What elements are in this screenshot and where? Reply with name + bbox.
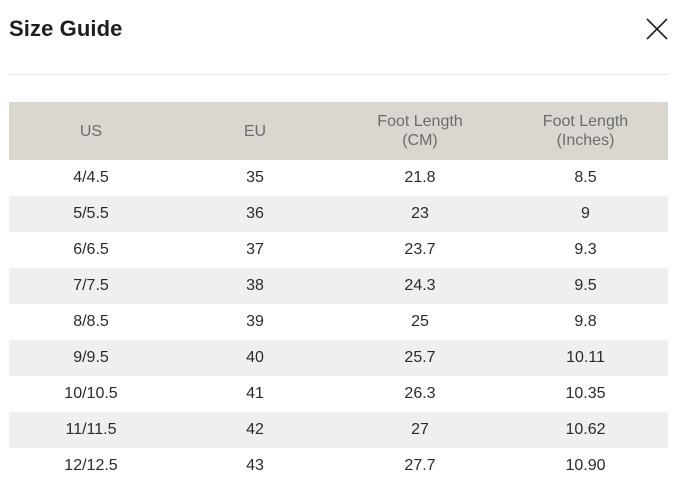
us-size-cell: 7/7.5 [73,277,109,294]
foot-length-inches-cell: 10.90 [565,457,606,474]
table-row: 7/7.5 38 24.3 9.5 [9,268,668,304]
close-button[interactable] [644,16,670,42]
eu-size-cell: 37 [246,241,264,258]
table-row: 5/5.5 36 23 9 [9,196,668,232]
table-row: 12/12.5 43 27.7 10.90 [9,448,668,484]
eu-size-cell: 41 [246,385,264,402]
eu-size-cell: 35 [246,169,264,186]
us-size-cell: 6/6.5 [73,241,109,258]
foot-length-cm-cell: 23 [411,205,429,222]
foot-length-inches-cell: 10.35 [565,385,606,402]
eu-size-cell: 38 [246,277,264,294]
foot-length-cm-cell: 25.7 [404,349,436,366]
us-size-cell: 9/9.5 [73,349,109,366]
foot-length-inches-cell: 9.8 [574,313,597,330]
size-table: US EU Foot Length (CM) Foot Length (Inch… [9,102,668,484]
us-size-cell: 10/10.5 [64,385,118,402]
modal-title: Size Guide [9,16,123,41]
table-header-row: US EU Foot Length (CM) Foot Length (Inch… [9,102,668,160]
table-row: 10/10.5 41 26.3 10.35 [9,376,668,412]
table-row: 9/9.5 40 25.7 10.11 [9,340,668,376]
table-row: 11/11.5 42 27 10.62 [9,412,668,448]
eu-size-cell: 43 [246,457,264,474]
eu-size-cell: 36 [246,205,264,222]
table-row: 6/6.5 37 23.7 9.3 [9,232,668,268]
column-header-eu: EU [243,122,267,140]
column-header-us: US [79,122,103,140]
foot-length-inches-cell: 9 [581,205,590,222]
eu-size-cell: 40 [246,349,264,366]
us-size-cell: 5/5.5 [73,205,109,222]
foot-length-cm-cell: 27 [411,421,429,438]
foot-length-cm-cell: 21.8 [404,169,436,186]
table-row: 4/4.5 35 21.8 8.5 [9,160,668,196]
us-size-cell: 12/12.5 [64,457,118,474]
column-header-foot-length-cm: Foot Length (CM) [377,113,463,149]
foot-length-inches-cell: 8.5 [574,169,597,186]
foot-length-cm-cell: 25 [411,313,429,330]
us-size-cell: 4/4.5 [73,169,109,186]
table-row: 8/8.5 39 25 9.8 [9,304,668,340]
column-header-foot-length-inches: Foot Length (Inches) [542,113,629,149]
close-icon [646,18,668,40]
eu-size-cell: 42 [246,421,264,438]
eu-size-cell: 39 [246,313,264,330]
foot-length-cm-cell: 26.3 [404,385,436,402]
foot-length-cm-cell: 24.3 [404,277,436,294]
foot-length-inches-cell: 10.62 [565,421,606,438]
foot-length-inches-cell: 10.11 [566,349,605,366]
modal-header: Size Guide [9,0,668,75]
size-table-container: US EU Foot Length (CM) Foot Length (Inch… [9,102,668,484]
us-size-cell: 11/11.5 [65,421,117,438]
foot-length-inches-cell: 9.5 [574,277,597,294]
us-size-cell: 8/8.5 [73,313,109,330]
foot-length-cm-cell: 23.7 [404,241,436,258]
foot-length-inches-cell: 9.3 [574,241,597,258]
foot-length-cm-cell: 27.7 [404,457,436,474]
